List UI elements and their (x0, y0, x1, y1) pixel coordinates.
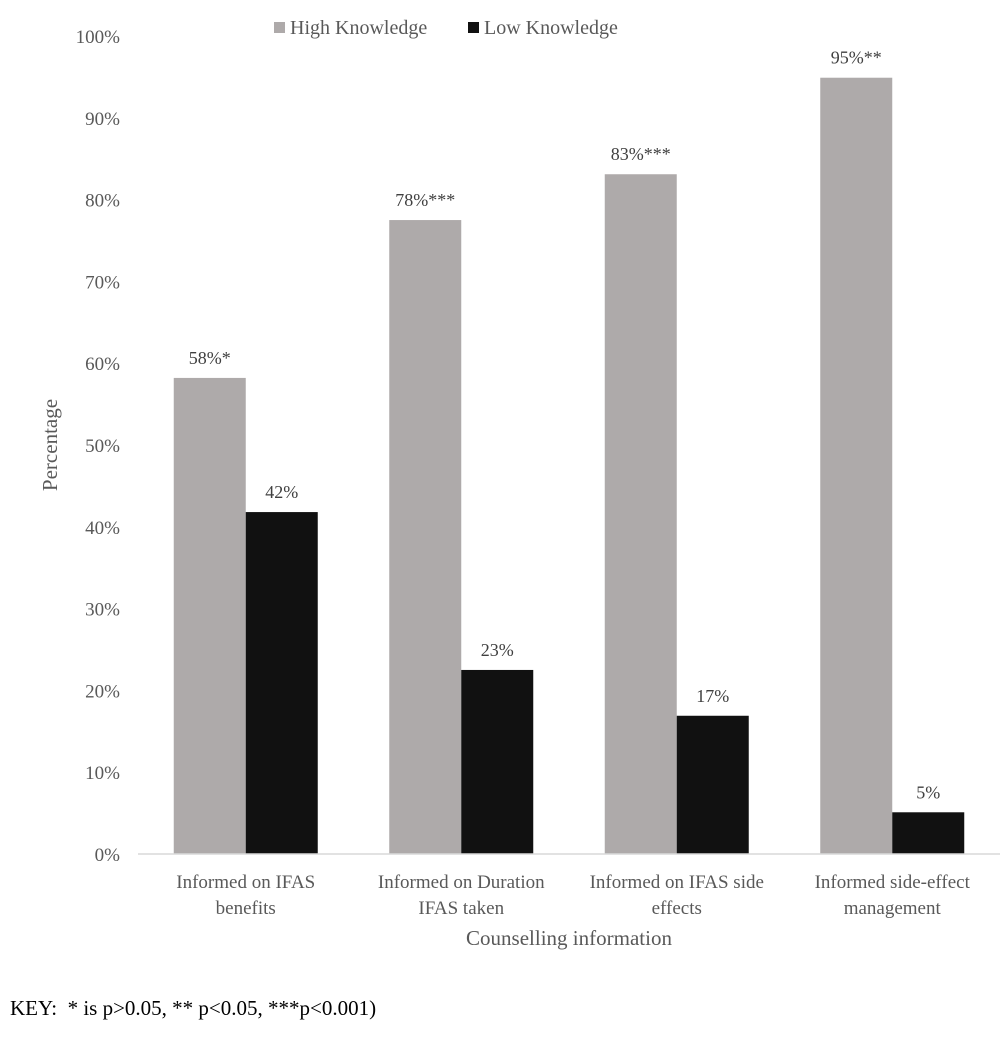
y-axis-title: Percentage (38, 399, 62, 491)
y-tick-label: 100% (76, 27, 121, 48)
bar-low-knowledge (461, 669, 534, 854)
significance-key: KEY: * is p>0.05, ** p<0.05, ***p<0.001) (10, 996, 377, 1020)
legend-swatch (468, 22, 479, 33)
x-axis-title: Counselling information (466, 926, 672, 950)
legend-label: Low Knowledge (484, 17, 618, 39)
data-labels: 58%* 42% 78%*** 23% 83%*** 17% 95%** 5% (189, 48, 941, 803)
y-tick-label: 10% (85, 763, 120, 784)
bars (173, 77, 965, 855)
bar-high-knowledge (173, 377, 246, 854)
y-tick-label: 60% (85, 354, 120, 375)
legend-swatch (274, 22, 285, 33)
bar-low-knowledge (676, 715, 749, 854)
y-tick-label: 30% (85, 600, 120, 621)
y-tick-label: 50% (85, 436, 120, 457)
data-label: 78%*** (395, 190, 455, 210)
category-label: Informed on IFAS side effects (590, 872, 764, 919)
bar-high-knowledge (389, 220, 462, 855)
y-tick-label: 0% (95, 845, 121, 866)
y-tick-label: 70% (85, 272, 120, 293)
legend: High Knowledge Low Knowledge (274, 17, 618, 39)
category-label: Informed side-effect management (815, 872, 971, 919)
data-label: 42% (265, 482, 298, 502)
bar-high-knowledge (820, 77, 893, 854)
bar-low-knowledge (892, 812, 965, 854)
y-axis-ticks: 0% 10% 20% 30% 40% 50% 60% 70% 80% 90% 100% (76, 27, 121, 866)
y-tick-label: 80% (85, 191, 120, 212)
legend-label: High Knowledge (290, 17, 427, 39)
bar-low-knowledge (245, 512, 318, 854)
y-tick-label: 20% (85, 681, 120, 702)
category-label: Informed on Duration IFAS taken (378, 872, 545, 919)
data-label: 83%*** (611, 144, 671, 164)
data-label: 17% (696, 686, 729, 706)
y-tick-label: 40% (85, 518, 120, 539)
data-label: 23% (481, 640, 514, 660)
y-tick-label: 90% (85, 109, 120, 130)
data-label: 5% (916, 782, 940, 802)
category-label: Informed on IFAS benefits (176, 872, 315, 919)
bar-high-knowledge (604, 174, 677, 854)
x-axis-categories: Informed on IFAS benefits Informed on Dura… (176, 872, 970, 919)
bar-chart: High Knowledge Low Knowledge 0% 10% 20% 30% 4… (38, 17, 1000, 950)
data-label: 95%** (831, 48, 882, 68)
data-label: 58%* (189, 348, 231, 368)
